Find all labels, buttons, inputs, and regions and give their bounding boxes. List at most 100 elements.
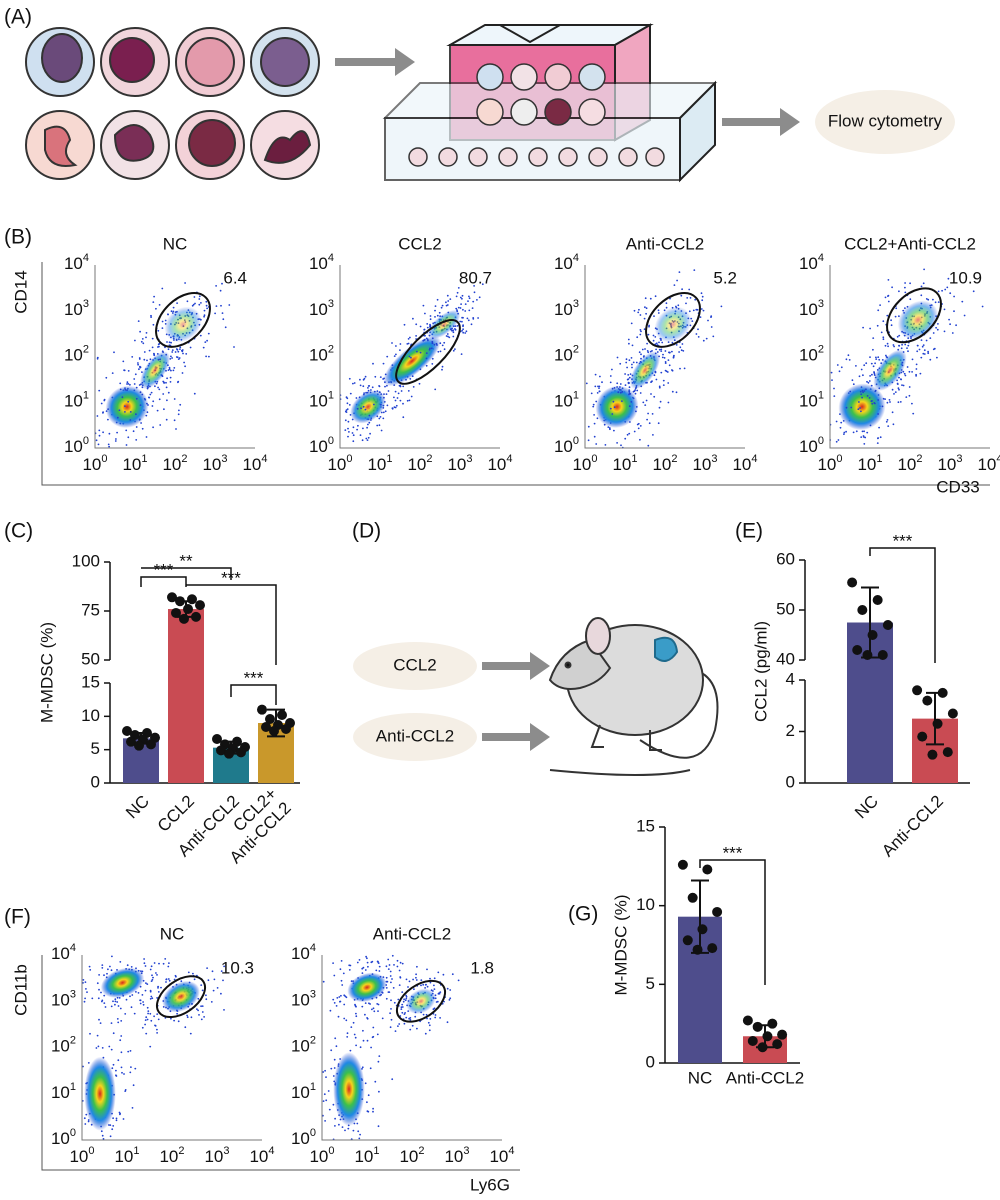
event-dot — [707, 319, 709, 322]
event-dot — [391, 342, 393, 344]
event-dot — [151, 974, 153, 977]
event-dot — [368, 1002, 370, 1005]
event-dot — [146, 1018, 149, 1021]
event-dot — [130, 966, 133, 968]
event-dot — [172, 306, 175, 309]
event-dot — [376, 960, 379, 963]
event-dot — [677, 304, 680, 307]
event-dot — [408, 355, 411, 358]
event-dot — [850, 406, 853, 409]
event-dot — [171, 351, 174, 353]
event-dot — [611, 387, 614, 390]
event-dot — [903, 372, 906, 375]
event-dot — [889, 401, 891, 403]
y-tick-label: 5 — [646, 974, 655, 993]
event-dot — [688, 310, 691, 313]
event-dot — [409, 1028, 412, 1031]
event-dot — [612, 400, 615, 403]
event-dot — [420, 979, 423, 981]
event-dot — [592, 403, 595, 406]
event-dot — [922, 352, 925, 355]
event-dot — [653, 395, 656, 398]
event-dot — [637, 427, 640, 430]
event-dot — [598, 385, 601, 388]
event-dot — [176, 302, 179, 304]
event-dot — [476, 299, 478, 301]
x-tick-label: 101 — [114, 1145, 139, 1167]
frame — [41, 262, 990, 486]
event-dot — [908, 386, 911, 388]
event-dot — [671, 350, 673, 353]
event-dot — [644, 404, 647, 406]
event-dot — [682, 350, 685, 352]
event-dot — [445, 304, 448, 307]
event-dot — [630, 322, 633, 325]
data-point — [767, 1018, 778, 1029]
event-dot — [882, 336, 885, 339]
event-dot — [628, 376, 631, 379]
x-tick-label: 102 — [162, 453, 187, 475]
event-dot — [422, 304, 425, 307]
tick-exponent: 4 — [818, 252, 824, 264]
event-dot — [372, 1026, 375, 1029]
event-dot — [398, 384, 401, 387]
event-dot — [142, 342, 145, 345]
event-dot — [657, 422, 660, 425]
event-dot — [376, 1033, 379, 1036]
event-dot — [358, 1137, 361, 1140]
event-dot — [473, 291, 476, 294]
significance-bracket — [140, 576, 187, 587]
x-tick-label: 100 — [69, 1145, 94, 1167]
event-dot — [426, 338, 429, 341]
y-tick-label: 100 — [554, 435, 579, 457]
event-dot — [405, 994, 407, 997]
event-dot — [115, 1117, 118, 1120]
event-dot — [170, 341, 173, 344]
event-dot — [685, 302, 687, 305]
event-dot — [897, 387, 900, 390]
event-dot — [365, 437, 368, 440]
event-dot — [356, 428, 358, 431]
event-dot — [129, 411, 132, 413]
y-tick-label: 50 — [81, 649, 100, 668]
event-dot — [190, 1016, 193, 1019]
event-dot — [840, 366, 843, 369]
event-dot — [335, 1045, 338, 1048]
tick-exponent: 2 — [426, 453, 432, 465]
event-dot — [461, 297, 463, 300]
event-dot — [152, 426, 155, 429]
significance-label: *** — [893, 531, 913, 550]
event-dot — [886, 419, 889, 421]
event-dot — [620, 389, 622, 391]
event-dot — [422, 1013, 425, 1016]
data-point — [697, 924, 708, 935]
event-dot — [843, 433, 845, 435]
event-dot — [198, 298, 201, 300]
event-dot — [936, 356, 938, 359]
event-dot — [859, 407, 861, 409]
event-dot — [462, 316, 464, 319]
event-dot — [434, 1016, 437, 1019]
event-dot — [382, 417, 385, 420]
event-dot — [346, 397, 349, 400]
y-tick-label: 5 — [91, 739, 100, 758]
event-dot — [863, 443, 866, 445]
event-dot — [384, 410, 387, 413]
event-dot — [175, 348, 178, 350]
event-dot — [96, 357, 99, 360]
event-dot — [140, 422, 143, 424]
event-dot — [366, 961, 369, 964]
event-dot — [420, 984, 422, 987]
event-dot — [399, 961, 402, 964]
event-dot — [466, 317, 469, 320]
event-dot — [133, 383, 136, 385]
event-dot — [138, 384, 141, 386]
event-dot — [189, 1032, 192, 1035]
event-dot — [355, 1015, 358, 1018]
event-dot — [464, 332, 467, 334]
event-dot — [872, 337, 875, 339]
event-dot — [609, 375, 612, 377]
event-dot — [878, 426, 880, 429]
event-dot — [392, 987, 395, 989]
event-dot — [352, 440, 355, 443]
